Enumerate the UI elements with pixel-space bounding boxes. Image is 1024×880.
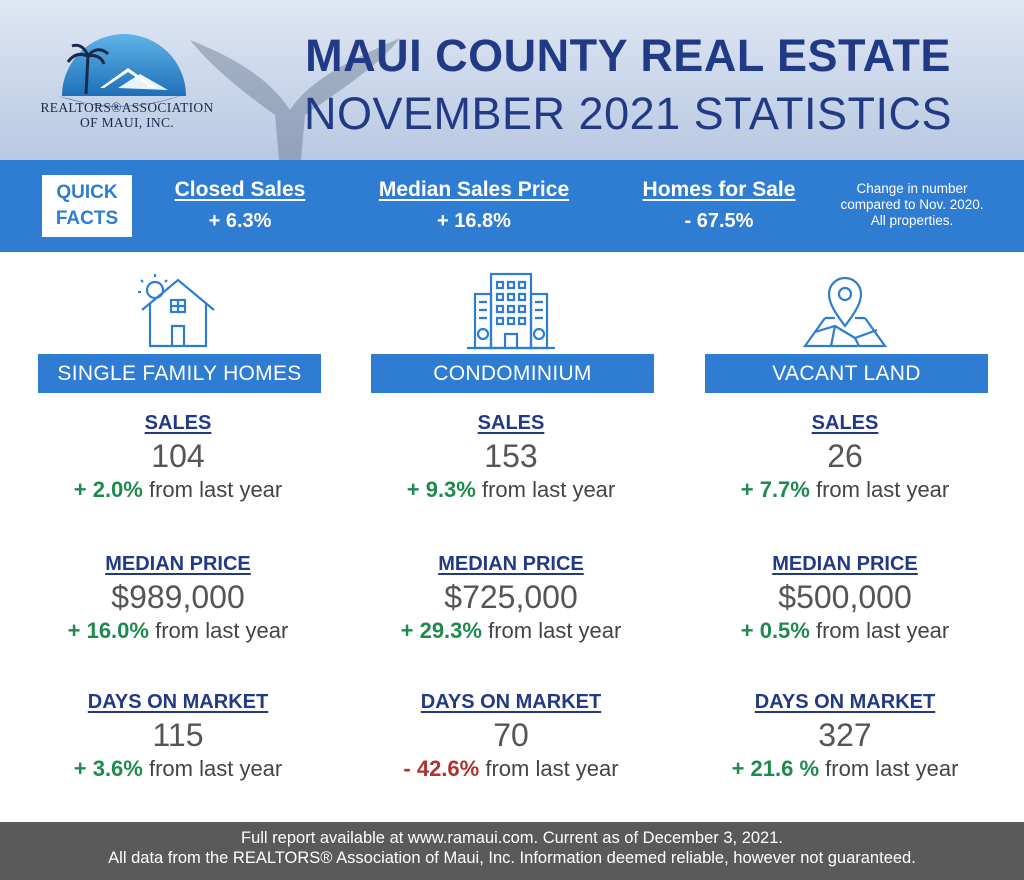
quick-facts-note: Change in number compared to Nov. 2020. … bbox=[840, 181, 984, 228]
stat-value: 115 bbox=[152, 717, 204, 753]
stat-value: 153 bbox=[484, 438, 538, 474]
column-vacant-land: VACANT LAND SALES 26 + 7.7% from last ye… bbox=[685, 262, 1005, 802]
header: REALTORS®ASSOCIATION OF MAUI, INC. MAUI … bbox=[0, 0, 1024, 160]
stat-change-percent: + 3.6% bbox=[73, 756, 143, 781]
stat-change-percent: + 7.7% bbox=[740, 477, 810, 502]
page-subtitle: NOVEMBER 2021 STATISTICS bbox=[304, 88, 952, 139]
quick-fact-value: + 16.8% bbox=[437, 210, 511, 232]
quick-fact-value: - 67.5% bbox=[684, 210, 754, 232]
stat-label: SALES bbox=[811, 412, 879, 434]
column-condominium: CONDOMINIUM SALES 153 + 9.3% from last y… bbox=[351, 262, 671, 802]
quick-fact-homes-for-sale: Homes for Sale - 67.5% bbox=[620, 178, 818, 233]
quick-fact-title: Median Sales Price bbox=[378, 178, 570, 201]
stat-value: $725,000 bbox=[444, 579, 578, 615]
stat-label: DAYS ON MARKET bbox=[420, 691, 602, 713]
category-banner: SINGLE FAMILY HOMES bbox=[38, 354, 321, 393]
quick-fact-closed-sales: Closed Sales + 6.3% bbox=[150, 178, 330, 233]
stat-change-suffix: from last year bbox=[481, 477, 616, 502]
page-title: MAUI COUNTY REAL ESTATE bbox=[305, 30, 951, 81]
realtors-association-logo bbox=[58, 34, 190, 107]
stat-change: + 0.5% from last year bbox=[685, 618, 1005, 644]
stat-value: 104 bbox=[151, 438, 205, 474]
quick-fact-median-sales-price: Median Sales Price + 16.8% bbox=[352, 178, 596, 233]
quick-fact-value: + 6.3% bbox=[208, 210, 272, 232]
quick-facts-bar: QUICK FACTS Closed Sales + 6.3% Median S… bbox=[0, 160, 1024, 252]
house-sun-icon bbox=[138, 274, 215, 348]
map-pin-icon bbox=[802, 276, 888, 348]
logo-text-line-1: REALTORS®ASSOCIATION bbox=[40, 100, 214, 115]
stat-change: + 3.6% from last year bbox=[18, 756, 338, 782]
stat-change-percent: + 16.0% bbox=[67, 618, 149, 643]
stat-label: MEDIAN PRICE bbox=[105, 553, 251, 575]
stat-change: + 9.3% from last year bbox=[351, 477, 671, 503]
quick-facts-label-line-2: FACTS bbox=[55, 208, 119, 229]
footer: Full report available at www.ramaui.com.… bbox=[0, 822, 1024, 880]
stat-change: + 29.3% from last year bbox=[351, 618, 671, 644]
stat-change: - 42.6% from last year bbox=[351, 756, 671, 782]
stat-change-suffix: from last year bbox=[815, 477, 950, 502]
quick-fact-title: Closed Sales bbox=[174, 178, 306, 201]
stat-value: 327 bbox=[818, 717, 872, 753]
stat-days-on-market: DAYS ON MARKET 327 + 21.6 % from last ye… bbox=[685, 691, 1005, 782]
stat-median-price: MEDIAN PRICE $989,000 + 16.0% from last … bbox=[18, 553, 338, 644]
stat-value: $989,000 bbox=[111, 579, 245, 615]
logo-text: REALTORS®ASSOCIATION OF MAUI, INC. bbox=[32, 100, 222, 130]
quick-facts-label: QUICK FACTS bbox=[42, 175, 132, 237]
category-banner: CONDOMINIUM bbox=[371, 354, 654, 393]
stat-label: MEDIAN PRICE bbox=[772, 553, 918, 575]
stat-change: + 16.0% from last year bbox=[18, 618, 338, 644]
quick-facts-label-line-1: QUICK bbox=[56, 182, 118, 203]
stat-value: $500,000 bbox=[778, 579, 912, 615]
quick-fact-title: Homes for Sale bbox=[642, 178, 796, 201]
stat-change-percent: - 42.6% bbox=[403, 756, 480, 781]
stat-change-percent: + 2.0% bbox=[73, 477, 143, 502]
stat-value: 26 bbox=[827, 438, 863, 474]
stat-change-suffix: from last year bbox=[155, 618, 289, 643]
column-single-family-homes: SINGLE FAMILY HOMES SALES 104 + 2.0% fro… bbox=[18, 262, 338, 802]
stat-change-percent: + 9.3% bbox=[406, 477, 476, 502]
stat-label: DAYS ON MARKET bbox=[754, 691, 936, 713]
stat-label: SALES bbox=[477, 412, 545, 434]
stat-label: DAYS ON MARKET bbox=[87, 691, 269, 713]
stat-label: MEDIAN PRICE bbox=[438, 553, 584, 575]
stat-change-suffix: from last year bbox=[815, 618, 950, 643]
stat-change-percent: + 21.6 % bbox=[731, 756, 820, 781]
condo-building-icon bbox=[467, 272, 555, 350]
stat-change-suffix: from last year bbox=[825, 756, 959, 781]
stat-change-percent: + 0.5% bbox=[740, 618, 810, 643]
stat-days-on-market: DAYS ON MARKET 70 - 42.6% from last year bbox=[351, 691, 671, 782]
stat-sales: SALES 26 + 7.7% from last year bbox=[685, 412, 1005, 503]
stat-label: SALES bbox=[144, 412, 212, 434]
stat-change-percent: + 29.3% bbox=[400, 618, 482, 643]
footer-line-2: All data from the REALTORS® Association … bbox=[108, 849, 916, 867]
logo-text-line-2: OF MAUI, INC. bbox=[80, 115, 174, 130]
stat-change-suffix: from last year bbox=[485, 756, 619, 781]
stat-median-price: MEDIAN PRICE $725,000 + 29.3% from last … bbox=[351, 553, 671, 644]
category-banner: VACANT LAND bbox=[705, 354, 988, 393]
stat-value: 70 bbox=[493, 717, 529, 753]
stat-change-suffix: from last year bbox=[488, 618, 622, 643]
stat-change-suffix: from last year bbox=[148, 756, 283, 781]
whale-tail-image bbox=[190, 38, 400, 160]
stat-change: + 21.6 % from last year bbox=[685, 756, 1005, 782]
stat-sales: SALES 153 + 9.3% from last year bbox=[351, 412, 671, 503]
stat-median-price: MEDIAN PRICE $500,000 + 0.5% from last y… bbox=[685, 553, 1005, 644]
stat-change-suffix: from last year bbox=[148, 477, 283, 502]
stat-days-on-market: DAYS ON MARKET 115 + 3.6% from last year bbox=[18, 691, 338, 782]
stat-change: + 2.0% from last year bbox=[18, 477, 338, 503]
footer-line-1: Full report available at www.ramaui.com.… bbox=[241, 829, 783, 847]
stat-sales: SALES 104 + 2.0% from last year bbox=[18, 412, 338, 503]
stat-change: + 7.7% from last year bbox=[685, 477, 1005, 503]
